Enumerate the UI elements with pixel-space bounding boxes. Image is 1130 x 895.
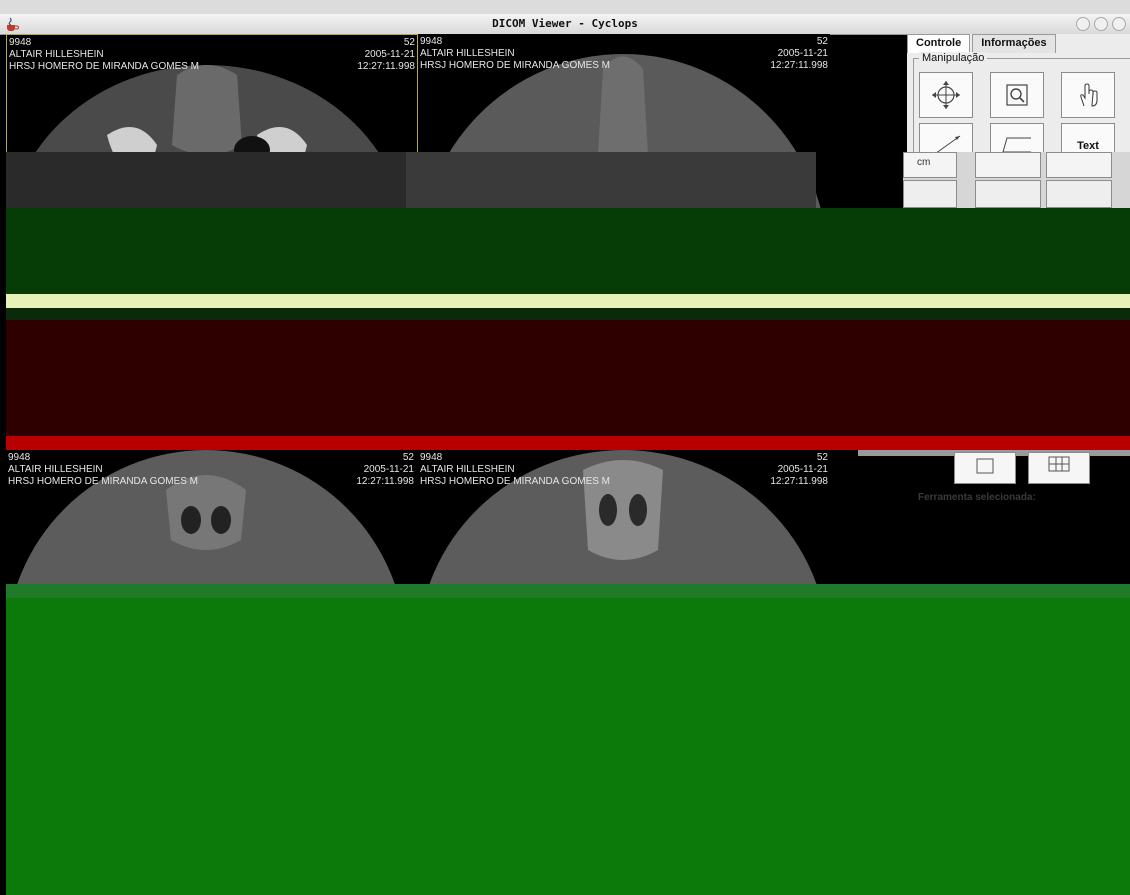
viewport-info-right: 52 2005-11-21 12:27:11.998 [770,36,828,72]
study-time: 12:27:11.998 [770,476,828,487]
viewport-info-left: 9948 ALTAIR HILLESHEIN HRSJ HOMERO DE MI… [420,452,610,488]
corrupted-band-red [6,436,1130,450]
patient-name: ALTAIR HILLESHEIN [9,49,104,60]
tab-controle[interactable]: Controle [907,34,971,53]
corrupted-region [406,152,816,210]
series-number: 52 [816,36,828,47]
text-tool-label: Text [1077,140,1099,152]
window-controls [1076,17,1126,31]
grid-layout-icon [1048,456,1070,472]
hand-tool-button[interactable] [1061,72,1115,118]
manipulation-group [913,58,1130,153]
study-time: 12:27:11.998 [356,476,414,487]
zoom-icon [1006,84,1028,106]
study-time: 12:27:11.998 [770,60,828,71]
institution-name: HRSJ HOMERO DE MIRANDA GOMES M [420,60,611,71]
patient-name: ALTAIR HILLESHEIN [420,48,515,59]
study-id: 9948 [420,452,443,463]
ct-scan-image [429,450,817,584]
single-layout-icon [976,458,994,474]
patient-name: ALTAIR HILLESHEIN [420,464,515,475]
corrupted-band-green [6,598,1130,895]
minimize-button[interactable] [1076,17,1090,31]
maximize-button[interactable] [1094,17,1108,31]
series-number: 52 [403,37,415,48]
dicom-viewport-4[interactable]: 9948 ALTAIR HILLESHEIN HRSJ HOMERO DE MI… [418,450,830,584]
corrupted-band-dark [6,308,1130,320]
viewport-info-left: 9948 ALTAIR HILLESHEIN HRSJ HOMERO DE MI… [9,37,199,73]
pan-tool-button[interactable] [919,72,973,118]
study-id: 9948 [420,36,443,47]
corrupted-band-green-strip [6,584,1130,600]
layout-single-button[interactable] [954,452,1016,484]
study-id: 9948 [8,452,31,463]
study-id: 9948 [9,37,32,48]
panel-tabs: Controle Informações [907,34,1058,53]
institution-name: HRSJ HOMERO DE MIRANDA GOMES M [420,476,611,487]
pan-icon [932,81,960,109]
study-date: 2005-11-21 [363,464,414,475]
series-number: 52 [402,452,414,463]
study-date: 2005-11-21 [364,49,415,60]
ct-scan-image [17,450,395,584]
study-time: 12:27:11.998 [357,61,415,72]
close-button[interactable] [1112,17,1126,31]
hand-icon [1080,83,1098,107]
manipulation-group-label: Manipulação [919,52,988,64]
tab-informacoes[interactable]: Informações [972,34,1056,53]
corrupted-band-light [6,294,1130,308]
patient-name: ALTAIR HILLESHEIN [8,464,103,475]
series-number: 52 [816,452,828,463]
control-panel: Controle Informações Manipulação [907,34,1130,169]
viewport-info-left: 9948 ALTAIR HILLESHEIN HRSJ HOMERO DE MI… [8,452,198,488]
study-date: 2005-11-21 [777,48,828,59]
window-title: DICOM Viewer - Cyclops [492,17,638,30]
corrupted-band-green-dark [6,208,1130,294]
layout-grid-button[interactable] [1028,452,1090,484]
ruler-unit-label: cm [917,157,931,168]
institution-name: HRSJ HOMERO DE MIRANDA GOMES M [8,476,199,487]
os-top-strip [0,0,1130,14]
viewport-info-right: 52 2005-11-21 12:27:11.998 [356,452,414,488]
corrupted-region [6,152,410,210]
viewport-info-right: 52 2005-11-21 12:27:11.998 [357,37,415,73]
study-date: 2005-11-21 [777,464,828,475]
selected-tool-label: Ferramenta selecionada: [918,492,1036,503]
viewport-info-left: 9948 ALTAIR HILLESHEIN HRSJ HOMERO DE MI… [420,36,610,72]
panel-tools-row-glitch: cm [903,152,1130,208]
window-titlebar: DICOM Viewer - Cyclops [0,14,1130,35]
viewport-info-right: 52 2005-11-21 12:27:11.998 [770,452,828,488]
dicom-viewport-3[interactable]: 9948 ALTAIR HILLESHEIN HRSJ HOMERO DE MI… [6,450,416,584]
zoom-tool-button[interactable] [990,72,1044,118]
institution-name: HRSJ HOMERO DE MIRANDA GOMES M [9,61,200,72]
corrupted-band-maroon [6,320,1130,450]
java-cup-icon [7,17,19,31]
